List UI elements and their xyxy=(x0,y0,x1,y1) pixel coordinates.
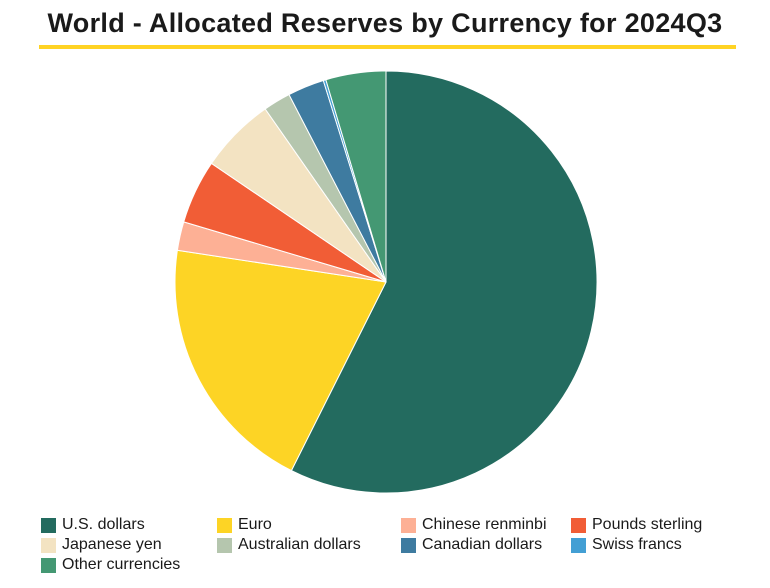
legend-item-other-currencies: Other currencies xyxy=(41,555,180,575)
legend-swatch xyxy=(571,537,586,553)
legend-label: Australian dollars xyxy=(238,536,361,553)
legend-swatch xyxy=(217,517,232,533)
pie-slice-u-s-dollars xyxy=(290,70,598,494)
legend-swatch xyxy=(41,517,56,533)
legend-item-canadian-dollars: Canadian dollars xyxy=(401,535,542,555)
legend-swatch xyxy=(217,537,232,553)
legend-label: U.S. dollars xyxy=(62,516,145,533)
legend-label: Canadian dollars xyxy=(422,536,543,553)
legend-label: Japanese yen xyxy=(62,536,162,553)
chart-title: World - Allocated Reserves by Currency f… xyxy=(47,8,723,38)
legend-label: Euro xyxy=(238,516,272,533)
legend-label: Pounds sterling xyxy=(592,516,703,533)
legend-swatch xyxy=(401,517,416,533)
legend-item-chinese-renminbi: Chinese renminbi xyxy=(401,515,547,535)
legend-item-swiss-francs: Swiss francs xyxy=(571,535,682,555)
legend-swatch xyxy=(401,537,416,553)
legend-item-euro: Euro xyxy=(217,515,272,535)
legend-item-u-s-dollars: U.S. dollars xyxy=(41,515,145,535)
legend-label: Other currencies xyxy=(62,556,181,573)
pie-chart xyxy=(174,70,598,494)
legend-item-australian-dollars: Australian dollars xyxy=(217,535,361,555)
legend-label: Chinese renminbi xyxy=(422,516,547,533)
title-underline xyxy=(39,45,736,49)
legend-item-pounds-sterling: Pounds sterling xyxy=(571,515,702,535)
legend-label: Swiss francs xyxy=(592,536,682,553)
pie-slice-euro xyxy=(174,249,387,472)
legend-item-japanese-yen: Japanese yen xyxy=(41,535,162,555)
legend-swatch xyxy=(571,517,586,533)
legend-swatch xyxy=(41,557,56,573)
legend-swatch xyxy=(41,537,56,553)
pie-slice-other-currencies xyxy=(325,70,387,283)
